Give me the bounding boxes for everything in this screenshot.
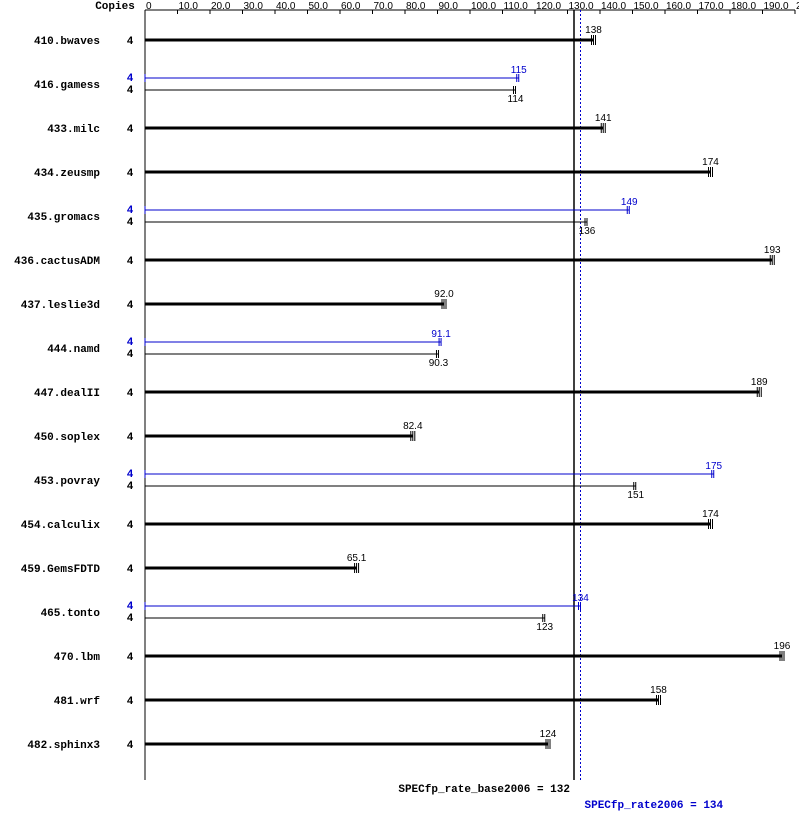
base-value: 189 [751, 377, 768, 388]
benchmark-name: 459.GemsFDTD [21, 564, 101, 576]
spec-benchmark-chart: 0 10.0 20.0 30.0 40.0 50.0 60.0 70.0 80.0 90.0 100… [0, 0, 799, 831]
base-value: 158 [650, 685, 667, 696]
x-tick-label: 80.0 [406, 1, 426, 12]
copies-base: 4 [127, 300, 134, 312]
copies-base: 4 [127, 168, 134, 180]
base-value: 123 [536, 622, 553, 633]
base-value: 174 [702, 157, 719, 168]
base-value: 114 [508, 94, 524, 105]
benchmark-name: 410.bwaves [34, 36, 100, 48]
copies-base: 4 [127, 564, 134, 576]
copies-peak: 4 [127, 73, 134, 85]
benchmark-name: 482.sphinx3 [27, 740, 100, 752]
base-value: 193 [764, 245, 781, 256]
base-value: 65.1 [347, 553, 367, 564]
x-tick-label: 160.0 [666, 1, 691, 12]
x-tick-label: 50.0 [309, 1, 329, 12]
base-value: 138 [585, 25, 602, 36]
benchmark-name: 465.tonto [41, 608, 101, 620]
base-value: 174 [702, 509, 719, 520]
copies-base: 4 [127, 432, 134, 444]
x-tick-label: 150.0 [634, 1, 659, 12]
x-tick-label: 190.0 [764, 1, 789, 12]
x-tick-label: 120.0 [536, 1, 561, 12]
x-tick-label: 10.0 [179, 1, 199, 12]
base-value: 151 [627, 490, 644, 501]
peak-value: 149 [621, 197, 638, 208]
x-tick-label: 60.0 [341, 1, 361, 12]
copies-base: 4 [127, 520, 134, 532]
copies-base: 4 [127, 36, 134, 48]
copies-base: 4 [127, 388, 134, 400]
x-tick-label: 130.0 [569, 1, 594, 12]
base-value: 196 [774, 641, 791, 652]
x-tick-label: 180.0 [731, 1, 756, 12]
x-tick-label: 110.0 [504, 1, 529, 12]
x-tick-label: 140.0 [601, 1, 626, 12]
copies-peak: 4 [127, 601, 134, 613]
copies-base: 4 [127, 613, 134, 625]
benchmark-name: 470.lbm [54, 652, 101, 664]
benchmark-name: 447.dealII [34, 388, 100, 400]
copies-header: Copies [95, 1, 135, 13]
peak-value: 175 [705, 461, 722, 472]
x-tick-label: 20.0 [211, 1, 231, 12]
copies-base: 4 [127, 652, 134, 664]
peak-value: 134 [572, 593, 589, 604]
x-tick-label: 170.0 [699, 1, 724, 12]
benchmark-name: 437.leslie3d [21, 300, 100, 312]
copies-base: 4 [127, 740, 134, 752]
benchmark-name: 416.gamess [34, 80, 100, 92]
copies-base: 4 [127, 256, 134, 268]
base-value: 124 [540, 729, 557, 740]
base-value: 136 [579, 226, 596, 237]
x-tick-label: 0 [146, 1, 152, 12]
benchmark-name: 435.gromacs [27, 212, 100, 224]
copies-peak: 4 [127, 205, 134, 217]
benchmark-name: 453.povray [34, 476, 100, 488]
base-value: 90.3 [429, 358, 449, 369]
base-value: 82.4 [403, 421, 423, 432]
copies-base: 4 [127, 349, 134, 361]
copies-base: 4 [127, 217, 134, 229]
base-value: 92.0 [434, 289, 454, 300]
benchmark-name: 450.soplex [34, 432, 100, 444]
benchmark-name: 434.zeusmp [34, 168, 100, 180]
x-tick-label: 100.0 [471, 1, 496, 12]
benchmark-name: 481.wrf [54, 696, 101, 708]
x-tick-label: 70.0 [374, 1, 394, 12]
copies-peak: 4 [127, 337, 134, 349]
peak-value: 91.1 [431, 329, 451, 340]
base-value: 141 [595, 113, 612, 124]
copies-base: 4 [127, 85, 134, 97]
ref-label-peak: SPECfp_rate2006 = 134 [585, 800, 724, 812]
ref-label-base: SPECfp_rate_base2006 = 132 [398, 784, 570, 796]
copies-base: 4 [127, 124, 134, 136]
benchmark-name: 436.cactusADM [14, 256, 100, 268]
copies-base: 4 [127, 696, 134, 708]
benchmark-name: 433.milc [47, 124, 100, 136]
x-tick-label: 30.0 [244, 1, 264, 12]
peak-value: 115 [511, 65, 527, 76]
benchmark-name: 444.namd [47, 344, 100, 356]
x-tick-label: 40.0 [276, 1, 296, 12]
copies-base: 4 [127, 481, 134, 493]
copies-peak: 4 [127, 469, 134, 481]
x-tick-label: 90.0 [439, 1, 459, 12]
benchmark-name: 454.calculix [21, 520, 101, 532]
